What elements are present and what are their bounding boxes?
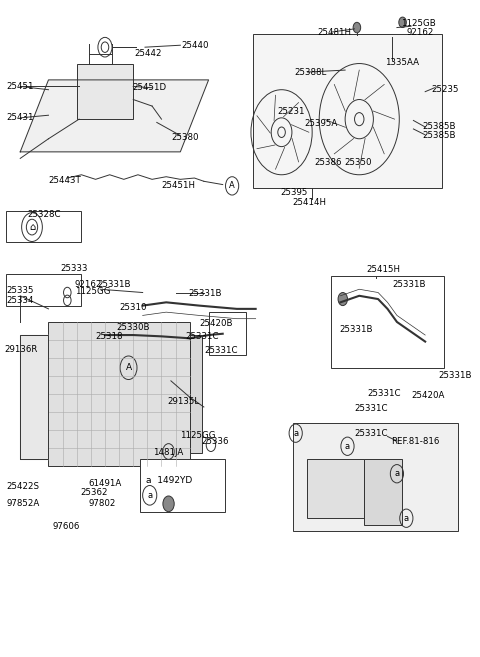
Text: 25481H: 25481H bbox=[318, 28, 352, 37]
Text: 25385B: 25385B bbox=[422, 131, 456, 140]
Text: 97606: 97606 bbox=[52, 522, 80, 531]
Text: 25388L: 25388L bbox=[294, 68, 326, 78]
Text: 25451D: 25451D bbox=[132, 83, 167, 92]
Text: 25331B: 25331B bbox=[97, 279, 131, 288]
Bar bbox=[35, 335, 48, 453]
Text: 25380: 25380 bbox=[171, 133, 198, 142]
Circle shape bbox=[338, 292, 348, 306]
Text: 25451: 25451 bbox=[6, 82, 34, 91]
Text: 25328C: 25328C bbox=[27, 210, 61, 219]
Text: A: A bbox=[229, 181, 235, 191]
Text: 25443T: 25443T bbox=[48, 176, 81, 185]
Text: 25431: 25431 bbox=[6, 114, 34, 122]
Bar bbox=[88, 54, 112, 64]
Text: 1125GB: 1125GB bbox=[401, 19, 435, 28]
Text: 25395: 25395 bbox=[280, 188, 308, 197]
Text: 25331C: 25331C bbox=[368, 390, 401, 398]
Text: 1335AA: 1335AA bbox=[385, 58, 419, 68]
Text: 25331B: 25331B bbox=[438, 371, 471, 380]
Bar bbox=[77, 64, 133, 119]
Bar bbox=[6, 211, 82, 242]
Bar bbox=[6, 274, 82, 306]
Text: REF.81-816: REF.81-816 bbox=[391, 436, 439, 445]
Text: 25335: 25335 bbox=[7, 286, 34, 295]
Bar bbox=[48, 322, 190, 466]
Text: a: a bbox=[404, 514, 409, 523]
Text: 1125GG: 1125GG bbox=[180, 431, 216, 440]
Text: 25451H: 25451H bbox=[161, 181, 195, 191]
Text: 1481JA: 1481JA bbox=[154, 447, 184, 457]
Text: 25362: 25362 bbox=[81, 487, 108, 497]
Polygon shape bbox=[20, 335, 48, 459]
Bar bbox=[308, 459, 364, 518]
Text: 25331C: 25331C bbox=[355, 428, 388, 438]
Text: ⌂: ⌂ bbox=[29, 222, 35, 232]
Text: 25395A: 25395A bbox=[304, 119, 337, 128]
Text: 25350: 25350 bbox=[344, 158, 372, 168]
Text: 25331C: 25331C bbox=[355, 404, 388, 413]
Circle shape bbox=[353, 22, 360, 33]
Bar bbox=[140, 459, 225, 512]
Text: 25415H: 25415H bbox=[367, 265, 401, 274]
Text: 25386: 25386 bbox=[314, 158, 342, 168]
Text: 25331B: 25331B bbox=[392, 279, 426, 288]
Text: 25235: 25235 bbox=[432, 85, 459, 93]
Text: a: a bbox=[147, 491, 152, 500]
Bar bbox=[190, 335, 202, 453]
Text: 25442: 25442 bbox=[134, 49, 162, 58]
Text: 25318: 25318 bbox=[96, 332, 123, 341]
Text: a: a bbox=[293, 428, 298, 438]
Text: 29136R: 29136R bbox=[5, 345, 38, 354]
Text: 97852A: 97852A bbox=[7, 499, 40, 509]
Text: 25336: 25336 bbox=[202, 437, 229, 446]
Bar bbox=[331, 276, 444, 368]
Text: 25420A: 25420A bbox=[411, 391, 444, 399]
Text: 25414H: 25414H bbox=[292, 198, 326, 207]
Text: 92162: 92162 bbox=[407, 28, 434, 37]
Text: 25331B: 25331B bbox=[188, 289, 222, 298]
Text: 25334: 25334 bbox=[7, 296, 34, 305]
Circle shape bbox=[399, 17, 407, 28]
Text: 1125GG: 1125GG bbox=[75, 287, 110, 296]
Text: 25331C: 25331C bbox=[204, 346, 238, 355]
Bar bbox=[293, 423, 458, 532]
Text: 25420B: 25420B bbox=[199, 319, 233, 328]
Text: a: a bbox=[345, 442, 350, 451]
Text: 25422S: 25422S bbox=[7, 482, 39, 491]
Text: 25333: 25333 bbox=[60, 264, 88, 273]
Text: 25310: 25310 bbox=[119, 303, 146, 312]
Text: 25385B: 25385B bbox=[422, 122, 456, 131]
Text: a  1492YD: a 1492YD bbox=[146, 476, 192, 485]
Text: A: A bbox=[125, 363, 132, 373]
Text: 92162: 92162 bbox=[75, 279, 102, 288]
Text: 25231: 25231 bbox=[278, 107, 305, 116]
Bar bbox=[364, 459, 402, 525]
Text: 25331B: 25331B bbox=[339, 325, 373, 334]
Text: a: a bbox=[395, 469, 399, 478]
Circle shape bbox=[163, 496, 174, 512]
Polygon shape bbox=[20, 80, 209, 152]
Text: 25331C: 25331C bbox=[185, 332, 218, 341]
Bar bbox=[209, 312, 246, 355]
Text: 25440: 25440 bbox=[182, 41, 209, 50]
Text: 29135L: 29135L bbox=[167, 397, 199, 406]
Bar bbox=[253, 34, 442, 188]
Text: 97802: 97802 bbox=[88, 499, 116, 509]
Text: 25330B: 25330B bbox=[117, 323, 150, 332]
Text: 61491A: 61491A bbox=[88, 479, 122, 488]
